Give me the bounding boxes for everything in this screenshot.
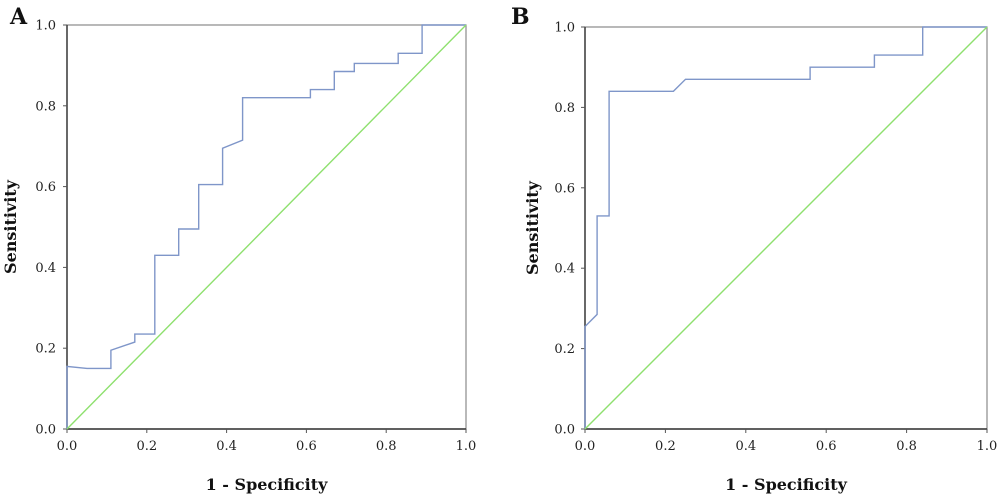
x-tick-label: 0.6 (816, 439, 837, 454)
panel-b: 0.0 0.2 0.4 0.6 0.8 1.0 0.0 0.2 0.4 0.6 0.8 1.0 1 - … (511, 4, 997, 494)
y-tick-label: 0.2 (35, 342, 56, 357)
x-axis-title: 1 - Specificity (725, 475, 848, 494)
x-tick-label: 0.2 (136, 439, 157, 454)
panel-label: B (511, 4, 530, 30)
x-axis-title: 1 - Specificity (206, 475, 329, 494)
y-tick-label: 0.0 (554, 423, 575, 438)
panel-a: 0.0 0.2 0.4 0.6 0.8 1.0 0.0 0.2 0.4 0.6 0.8 1.0 1 - … (1, 4, 476, 494)
y-tick-label: 0.8 (35, 99, 56, 114)
y-tick-label: 0.4 (35, 261, 56, 276)
x-tick-label: 0.4 (735, 439, 756, 454)
x-tick-label: 0.4 (216, 439, 237, 454)
x-tick-label: 0.6 (296, 439, 317, 454)
y-axis-title: Sensitivity (1, 179, 20, 274)
y-tick-label: 0.8 (554, 101, 575, 116)
roc-curve-series (584, 26, 987, 429)
y-tick-label: 0.4 (554, 262, 575, 277)
y-tick-label: 0.6 (35, 180, 56, 195)
x-tick-label: 1.0 (456, 439, 477, 454)
x-tick-label: 1.0 (977, 439, 998, 454)
y-tick-label: 1.0 (554, 21, 575, 36)
x-tick-label: 0.0 (575, 439, 596, 454)
y-tick-label: 1.0 (35, 19, 56, 34)
y-tick-label: 0.0 (35, 423, 56, 438)
x-tick-label: 0.0 (57, 439, 78, 454)
panel-label: A (9, 4, 28, 30)
x-tick-label: 0.8 (896, 439, 917, 454)
x-tick-label: 0.8 (376, 439, 397, 454)
x-tick-label: 0.2 (655, 439, 676, 454)
y-axis-title: Sensitivity (523, 180, 542, 275)
y-tick-label: 0.2 (554, 342, 575, 357)
roc-curve-series (66, 24, 466, 429)
reference-diagonal-series (584, 26, 988, 430)
reference-diagonal-series (66, 24, 467, 430)
y-tick-label: 0.6 (554, 181, 575, 196)
